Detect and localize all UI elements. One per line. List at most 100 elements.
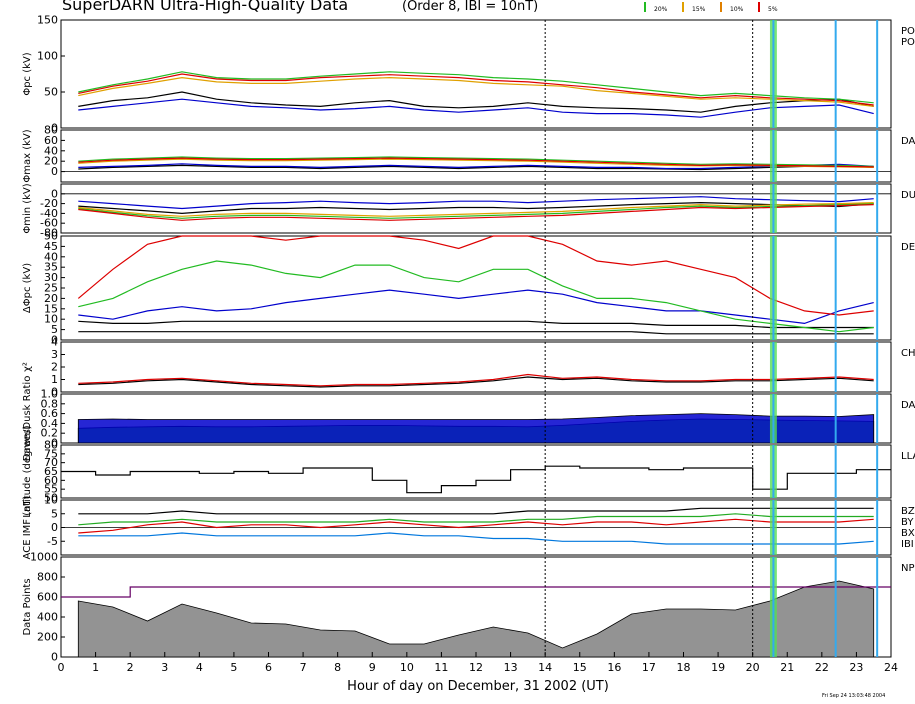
series-line-3 (78, 507, 874, 515)
x-axis: 0 1 2 3 4 5 6 7 8 9 10 11 12 13 14 15 16 17 18 19 20 21 22 23 24 (58, 652, 898, 674)
x-tick-label: 8 (334, 661, 341, 674)
series-line-1 (78, 196, 874, 210)
y-axis-label: ACE IMF (nT) (22, 495, 33, 559)
y-tick-label: 30 (44, 271, 58, 284)
side-label: CH (901, 348, 915, 359)
series-area-0 (77, 580, 875, 658)
side-label: BX (901, 528, 915, 539)
y-tick-label: 2 (51, 361, 58, 374)
y-tick-label: 20 (44, 292, 58, 305)
x-tick-label: 1 (92, 661, 99, 674)
y-tick-label: 25 (44, 282, 58, 295)
y-tick-label: 0 (51, 165, 58, 178)
side-label: PO (901, 37, 915, 48)
series-line-1 (78, 331, 874, 335)
y-axis-label: Φpc (kV) (22, 52, 33, 95)
series-line-0 (78, 91, 874, 113)
y-tick-label: 0 (51, 651, 58, 664)
y-tick-label: 60 (44, 134, 58, 147)
x-tick-label: 23 (849, 661, 863, 674)
y-tick-label: 40 (44, 144, 58, 157)
y-tick-label: 800 (37, 571, 58, 584)
panel-frame (60, 129, 892, 183)
y-tick-label: 65 (44, 465, 58, 478)
y-tick-label: 0 (51, 386, 58, 399)
series-line-2 (78, 289, 874, 325)
x-tick-label: 13 (504, 661, 518, 674)
y-tick-label: 15 (44, 302, 58, 315)
y-tick-label: -80 (40, 227, 58, 240)
x-tick-label: 22 (815, 661, 829, 674)
y-tick-label: 0.2 (41, 427, 59, 440)
series-line-2 (78, 156, 874, 167)
y-tick-label: -40 (40, 207, 58, 220)
series-line-3 (78, 202, 874, 217)
y-tick-label: 100 (37, 50, 58, 63)
y-axis-label: χ² (22, 362, 33, 372)
series-area-1 (77, 413, 875, 444)
y-axis-label: ΔΦpc (kV) (22, 263, 33, 313)
chart-title: SuperDARN Ultra-High-Quality Data (62, 0, 348, 14)
y-tick-label: 75 (44, 447, 58, 460)
side-label: DE (901, 242, 915, 253)
y-axis-label: Φmax (kV) (22, 129, 33, 182)
x-tick-label: 4 (196, 661, 203, 674)
panel-phimin: -80-60-40-200 Φmin (kV) DU (22, 183, 915, 239)
series-line-1 (78, 513, 874, 526)
legend-label: 5% (768, 6, 778, 13)
x-tick-label: 17 (642, 661, 656, 674)
x-tick-label: 5 (230, 661, 237, 674)
panel-frame (60, 235, 892, 341)
x-tick-label: 9 (369, 661, 376, 674)
y-axis-label: Data Points (22, 578, 33, 635)
y-tick-label: 45 (44, 240, 58, 253)
y-tick-label: 4 (51, 336, 58, 349)
y-tick-label: 1000 (30, 551, 58, 564)
x-tick-label: 3 (161, 661, 168, 674)
y-tick-label: 35 (44, 261, 58, 274)
series-line-0 (78, 201, 874, 215)
y-tick-label: 10 (44, 494, 58, 507)
y-tick-label: 55 (44, 483, 58, 496)
side-label: BY (901, 517, 914, 528)
y-tick-label: -5 (47, 535, 58, 548)
x-tick-label: 6 (265, 661, 272, 674)
x-tick-label: 7 (300, 661, 307, 674)
y-tick-label: 80 (44, 124, 58, 137)
y-tick-label: 0 (51, 187, 58, 200)
x-tick-label: 24 (884, 661, 898, 674)
y-tick-label: 150 (37, 14, 58, 27)
y-tick-label: 0.8 (41, 397, 59, 410)
y-tick-label: 3 (51, 348, 58, 361)
x-tick-label: 11 (434, 661, 448, 674)
series-line-0 (78, 376, 874, 388)
x-tick-label: 16 (607, 661, 621, 674)
y-tick-label: 600 (37, 591, 58, 604)
x-tick-label: 20 (746, 661, 760, 674)
side-label: PO (901, 26, 915, 37)
side-label: DA (901, 136, 915, 147)
side-label: DU (901, 190, 915, 201)
y-tick-label: -20 (40, 197, 58, 210)
series-line-0 (61, 465, 891, 494)
x-axis-label: Hour of day on December, 31 2002 (UT) (347, 679, 609, 694)
y-tick-label: 50 (44, 86, 58, 99)
side-label: BZ (901, 506, 915, 517)
panel-frame (60, 341, 892, 393)
y-axis-label: Latitude (degrees) (22, 425, 33, 517)
y-tick-label: 0.6 (41, 407, 59, 420)
side-label: LLA (901, 451, 915, 462)
x-tick-label: 14 (538, 661, 552, 674)
series-line-1 (78, 373, 874, 387)
y-tick-label: 0.4 (41, 417, 59, 430)
side-label: DAY (901, 400, 915, 411)
y-tick-label: 0 (51, 334, 58, 347)
series-line-3 (78, 260, 874, 333)
